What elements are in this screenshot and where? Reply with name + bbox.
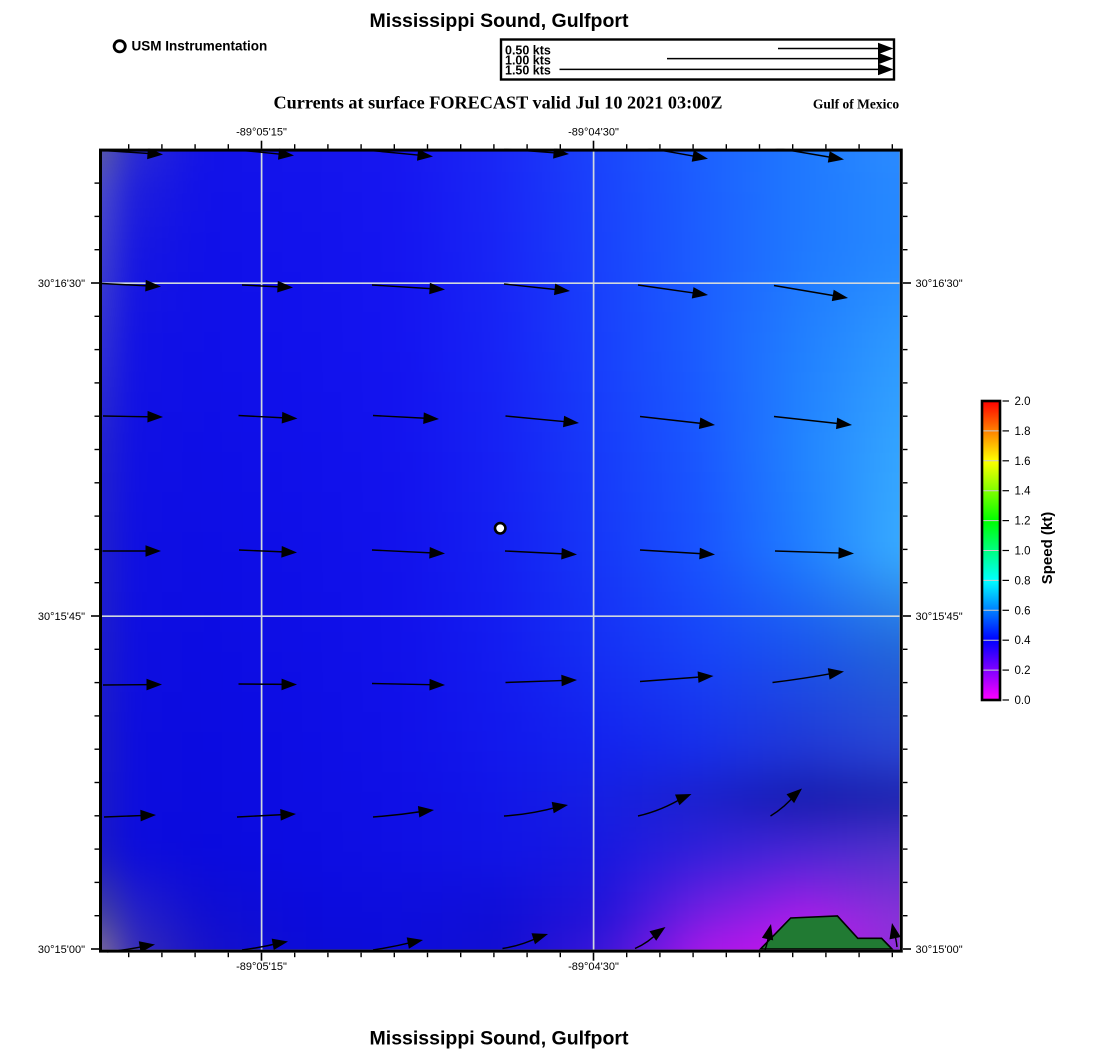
svg-text:30°15'00": 30°15'00"	[916, 944, 963, 956]
svg-text:-89°04'30": -89°04'30"	[568, 127, 619, 139]
svg-text:2.0: 2.0	[1015, 396, 1031, 408]
svg-text:0.4: 0.4	[1015, 635, 1032, 647]
svg-text:1.00 kts: 1.00 kts	[505, 54, 551, 68]
svg-text:0.8: 0.8	[1015, 575, 1031, 587]
svg-text:0.6: 0.6	[1015, 605, 1031, 617]
svg-text:1.6: 1.6	[1015, 456, 1031, 468]
svg-text:Mississippi Sound, Gulfport: Mississippi Sound, Gulfport	[370, 10, 629, 32]
svg-text:30°16'30": 30°16'30"	[38, 278, 85, 290]
svg-text:30°15'45": 30°15'45"	[38, 611, 85, 623]
svg-text:1.4: 1.4	[1015, 486, 1032, 498]
svg-text:Currents at surface FORECAST v: Currents at surface FORECAST valid Jul 1…	[274, 93, 723, 113]
svg-text:-89°05'15": -89°05'15"	[236, 961, 287, 973]
svg-text:30°16'30": 30°16'30"	[916, 278, 963, 290]
svg-text:1.50 kts: 1.50 kts	[505, 64, 551, 78]
svg-text:USM Instrumentation: USM Instrumentation	[132, 39, 268, 54]
svg-text:30°15'45": 30°15'45"	[916, 611, 963, 623]
svg-text:Gulf of Mexico: Gulf of Mexico	[813, 97, 899, 112]
svg-text:-89°05'15": -89°05'15"	[236, 127, 287, 139]
svg-text:1.8: 1.8	[1015, 426, 1031, 438]
svg-text:Mississippi Sound, Gulfport: Mississippi Sound, Gulfport	[370, 1028, 629, 1050]
svg-text:1.2: 1.2	[1015, 516, 1031, 528]
svg-text:1.0: 1.0	[1015, 546, 1031, 558]
svg-text:0.0: 0.0	[1015, 695, 1031, 707]
svg-text:-89°04'30": -89°04'30"	[568, 961, 619, 973]
svg-text:0.2: 0.2	[1015, 665, 1031, 677]
svg-text:Speed (kt): Speed (kt)	[1039, 512, 1056, 585]
svg-text:0.50 kts: 0.50 kts	[505, 44, 551, 58]
svg-text:30°15'00": 30°15'00"	[38, 944, 85, 956]
